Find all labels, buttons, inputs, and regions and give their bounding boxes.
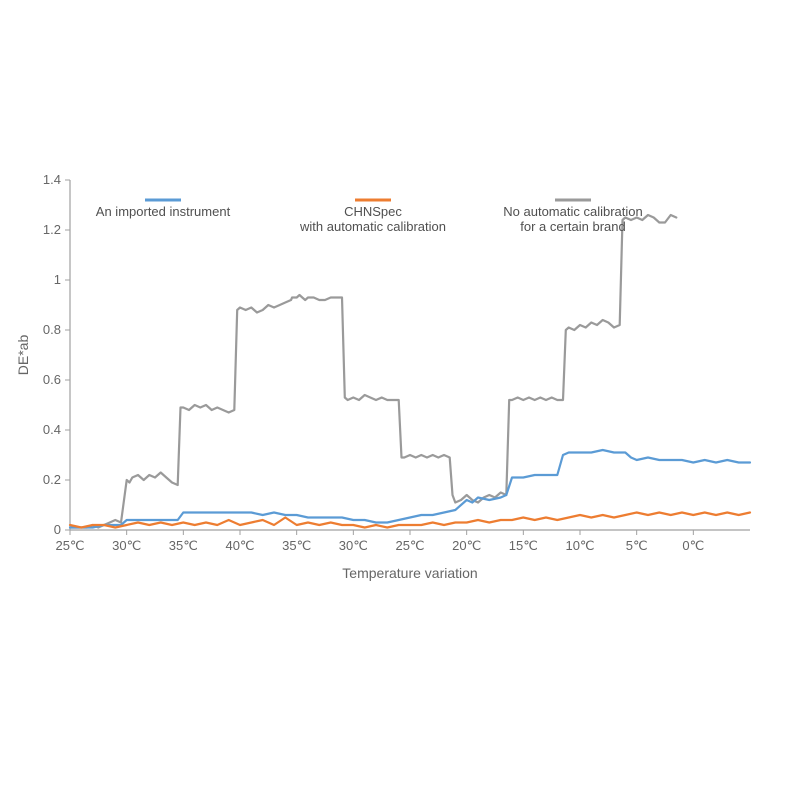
legend-label: for a certain brand (520, 219, 626, 234)
x-tick-label: 20℃ (452, 538, 481, 553)
y-tick-label: 0 (54, 522, 61, 537)
y-tick-label: 1 (54, 272, 61, 287)
x-tick-label: 5℃ (626, 538, 648, 553)
y-tick-label: 0.4 (43, 422, 61, 437)
legend-label: CHNSpec (344, 204, 402, 219)
y-tick-label: 1.4 (43, 172, 61, 187)
x-tick-label: 10℃ (565, 538, 594, 553)
y-axis-title: DE*ab (15, 335, 31, 376)
x-tick-label: 15℃ (509, 538, 538, 553)
x-tick-label: 40℃ (225, 538, 254, 553)
legend-label: No automatic calibration (503, 204, 642, 219)
legend-label: An imported instrument (96, 204, 231, 219)
y-tick-label: 0.8 (43, 322, 61, 337)
legend-label: with automatic calibration (299, 219, 446, 234)
x-tick-label: 35℃ (169, 538, 198, 553)
x-axis-title: Temperature variation (342, 565, 477, 581)
x-tick-label: 35℃ (282, 538, 311, 553)
y-tick-label: 0.2 (43, 472, 61, 487)
x-tick-label: 30℃ (339, 538, 368, 553)
y-tick-label: 0.6 (43, 372, 61, 387)
x-tick-label: 25℃ (395, 538, 424, 553)
line-chart: 0 0.2 0.4 0.6 0.8 1 1.2 1.4 25℃ 30℃ 35℃ 40℃ 35℃ 30℃ 25… (0, 0, 800, 800)
x-tick-label: 0℃ (682, 538, 704, 553)
x-tick-label: 30℃ (112, 538, 141, 553)
x-tick-label: 25℃ (55, 538, 84, 553)
y-tick-label: 1.2 (43, 222, 61, 237)
